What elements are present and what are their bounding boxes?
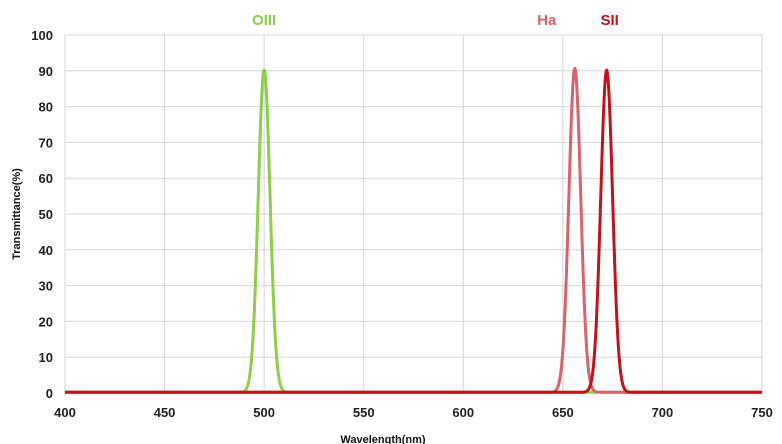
x-axis-title: Wavelength(nm) xyxy=(340,434,425,444)
y-tick-label: 50 xyxy=(39,207,53,222)
x-tick-label: 550 xyxy=(353,405,375,420)
y-tick-label: 90 xyxy=(39,64,53,79)
series-labels: OIII Ha SII xyxy=(252,12,619,29)
y-tick-label: 60 xyxy=(39,171,53,186)
y-tick-label: 0 xyxy=(46,386,53,401)
y-tick-label: 70 xyxy=(39,135,53,150)
y-axis-title: Transmittance(%) xyxy=(11,168,23,260)
x-tick-label: 600 xyxy=(452,405,474,420)
series-line-oiii xyxy=(64,68,763,394)
x-tick-label: 750 xyxy=(751,405,773,420)
series-lines xyxy=(64,66,763,394)
series-label-ha: Ha xyxy=(537,12,557,29)
x-tick-labels: 400 450 500 550 600 650 700 750 xyxy=(54,405,773,420)
series-line-sii xyxy=(64,68,763,394)
series-line-ha xyxy=(64,66,763,394)
x-tick-label: 700 xyxy=(652,405,674,420)
y-tick-label: 80 xyxy=(39,100,53,115)
y-tick-labels: 0 10 20 30 40 50 60 70 80 90 100 xyxy=(31,28,53,401)
series-label-oiii: OIII xyxy=(252,12,276,29)
y-tick-label: 30 xyxy=(39,279,53,294)
x-tick-label: 650 xyxy=(552,405,574,420)
x-tick-label: 400 xyxy=(54,405,76,420)
y-tick-label: 40 xyxy=(39,243,53,258)
y-tick-label: 100 xyxy=(31,28,53,43)
y-tick-label: 20 xyxy=(39,314,53,329)
y-tick-label: 10 xyxy=(39,350,53,365)
series-label-sii: SII xyxy=(600,12,618,29)
x-tick-label: 500 xyxy=(253,405,275,420)
grid xyxy=(64,34,763,394)
x-tick-label: 450 xyxy=(154,405,176,420)
